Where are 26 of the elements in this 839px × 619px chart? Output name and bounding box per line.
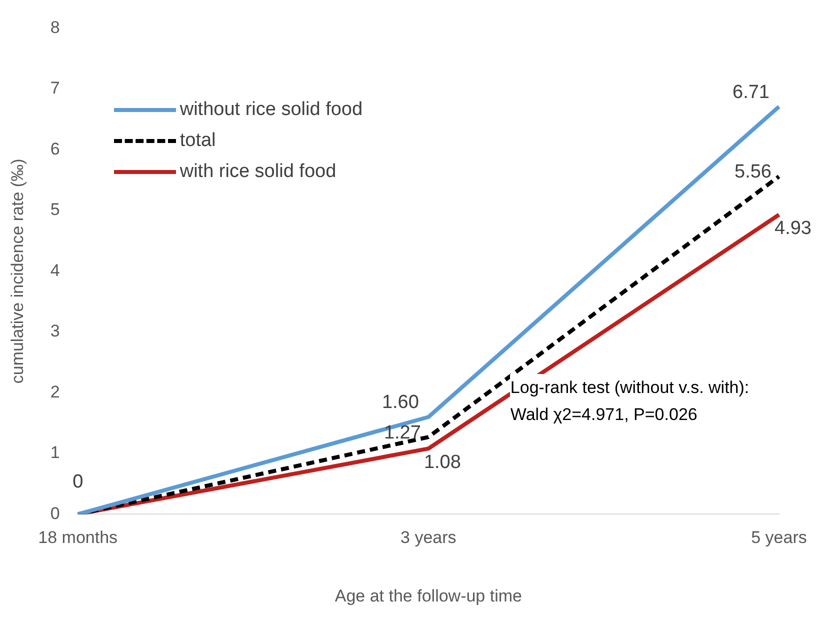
annotation: Log-rank test (without v.s. with): [510, 377, 750, 400]
y-tick-label: 8 [50, 18, 60, 37]
y-tick-label: 5 [50, 200, 60, 220]
y-tick-label: 6 [50, 139, 60, 158]
x-tick-label: 5 years [751, 528, 807, 548]
legend-label: total [180, 130, 216, 152]
data-label: 4.93 [774, 218, 812, 239]
y-tick-label: 0 [50, 504, 60, 523]
y-tick-label: 7 [50, 78, 60, 98]
legend-label: without rice solid food [180, 98, 363, 121]
x-tick-label: 3 years [400, 528, 456, 548]
data-label: 1.60 [382, 392, 419, 414]
legend-label: with rice solid food [180, 160, 336, 183]
x-tick-label: 18 months [38, 528, 118, 548]
annotation: Wald χ2=4.971, P=0.026 [510, 404, 698, 426]
y-tick-label: 4 [50, 260, 60, 280]
data-label: 5.56 [734, 162, 772, 183]
y-tick-label: 3 [50, 322, 60, 341]
y-axis-title: cumulative incidence rate (‰) [8, 158, 27, 384]
x-axis-title: Age at the follow-up time [334, 586, 522, 606]
data-label: 1.08 [424, 452, 461, 473]
y-tick-label: 2 [50, 382, 60, 402]
data-label: 1.27 [384, 422, 421, 444]
data-label: 0 [72, 471, 84, 492]
data-label: 6.71 [732, 82, 770, 103]
y-tick-label: 1 [50, 443, 60, 462]
